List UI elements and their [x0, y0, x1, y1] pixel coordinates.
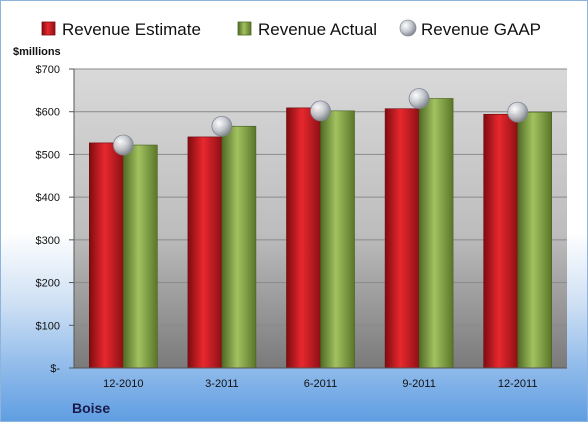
legend-item-revenue-gaap: Revenue GAAP: [399, 19, 541, 39]
bar-revenue-actual: [320, 110, 355, 369]
bar-revenue-actual: [123, 144, 158, 369]
legend-swatch-revenue-estimate: [41, 21, 56, 36]
bar-revenue-actual-body: [517, 111, 553, 369]
marker-revenue-gaap: [507, 101, 529, 123]
y-tick-label: $700: [36, 64, 60, 76]
legend-label-revenue-gaap: Revenue GAAP: [421, 20, 541, 39]
x-axis: 12-2010 3-2011 6-2011 9-2011 12-2011: [74, 367, 567, 390]
marker-revenue-gaap: [408, 88, 430, 109]
gaap-markers: [112, 88, 529, 156]
x-tick-label: 9-2011: [402, 378, 435, 390]
bars: [89, 98, 553, 369]
bar-revenue-estimate-body: [483, 113, 519, 369]
legend: Revenue Estimate Revenue Actual Revenue …: [41, 19, 541, 39]
bar-revenue-estimate: [483, 113, 519, 369]
legend-item-revenue-actual: Revenue Actual: [237, 20, 377, 39]
legend-label-revenue-estimate: Revenue Estimate: [62, 20, 201, 39]
y-tick-label: $300: [36, 235, 60, 247]
bar-revenue-estimate-body: [384, 108, 420, 369]
bar-revenue-actual-body: [221, 125, 257, 369]
x-tick-label: 12-2010: [103, 378, 143, 390]
y-tick-label: $-: [50, 363, 60, 375]
legend-swatch-revenue-gaap: [399, 19, 417, 37]
x-tick-label: 3-2011: [205, 378, 238, 390]
y-tick-label: $200: [36, 278, 60, 290]
bar-revenue-actual-body: [123, 144, 158, 369]
bar-revenue-estimate-body: [286, 107, 321, 369]
bar-revenue-estimate: [89, 142, 124, 369]
bar-revenue-actual: [517, 111, 553, 369]
bar-revenue-estimate: [286, 107, 321, 369]
y-tick-label: $400: [36, 192, 60, 204]
company-name: Boise: [72, 400, 110, 416]
y-tick-label: $600: [36, 107, 60, 119]
bar-revenue-actual: [418, 98, 454, 369]
x-tick-label: 6-2011: [304, 378, 337, 390]
x-tick-label: 12-2011: [498, 378, 538, 390]
legend-item-revenue-estimate: Revenue Estimate: [41, 20, 201, 39]
legend-label-revenue-actual: Revenue Actual: [258, 20, 377, 39]
bar-revenue-estimate: [384, 108, 420, 369]
bar-revenue-estimate-body: [187, 136, 223, 369]
y-tick-label: $500: [36, 149, 60, 161]
marker-revenue-gaap: [211, 115, 233, 137]
marker-revenue-gaap: [310, 100, 331, 122]
bar-revenue-actual-body: [320, 110, 355, 369]
unit-label: $millions: [13, 46, 61, 58]
marker-revenue-gaap: [112, 134, 134, 156]
bar-revenue-actual-body: [418, 98, 454, 369]
y-axis: $- $100 $200 $300 $400 $500 $600 $700: [36, 64, 75, 375]
y-tick-label: $100: [36, 320, 60, 332]
bar-revenue-actual: [221, 125, 257, 369]
bar-revenue-estimate-body: [89, 142, 124, 369]
legend-swatch-revenue-actual: [237, 21, 252, 36]
bar-revenue-estimate: [187, 136, 223, 369]
